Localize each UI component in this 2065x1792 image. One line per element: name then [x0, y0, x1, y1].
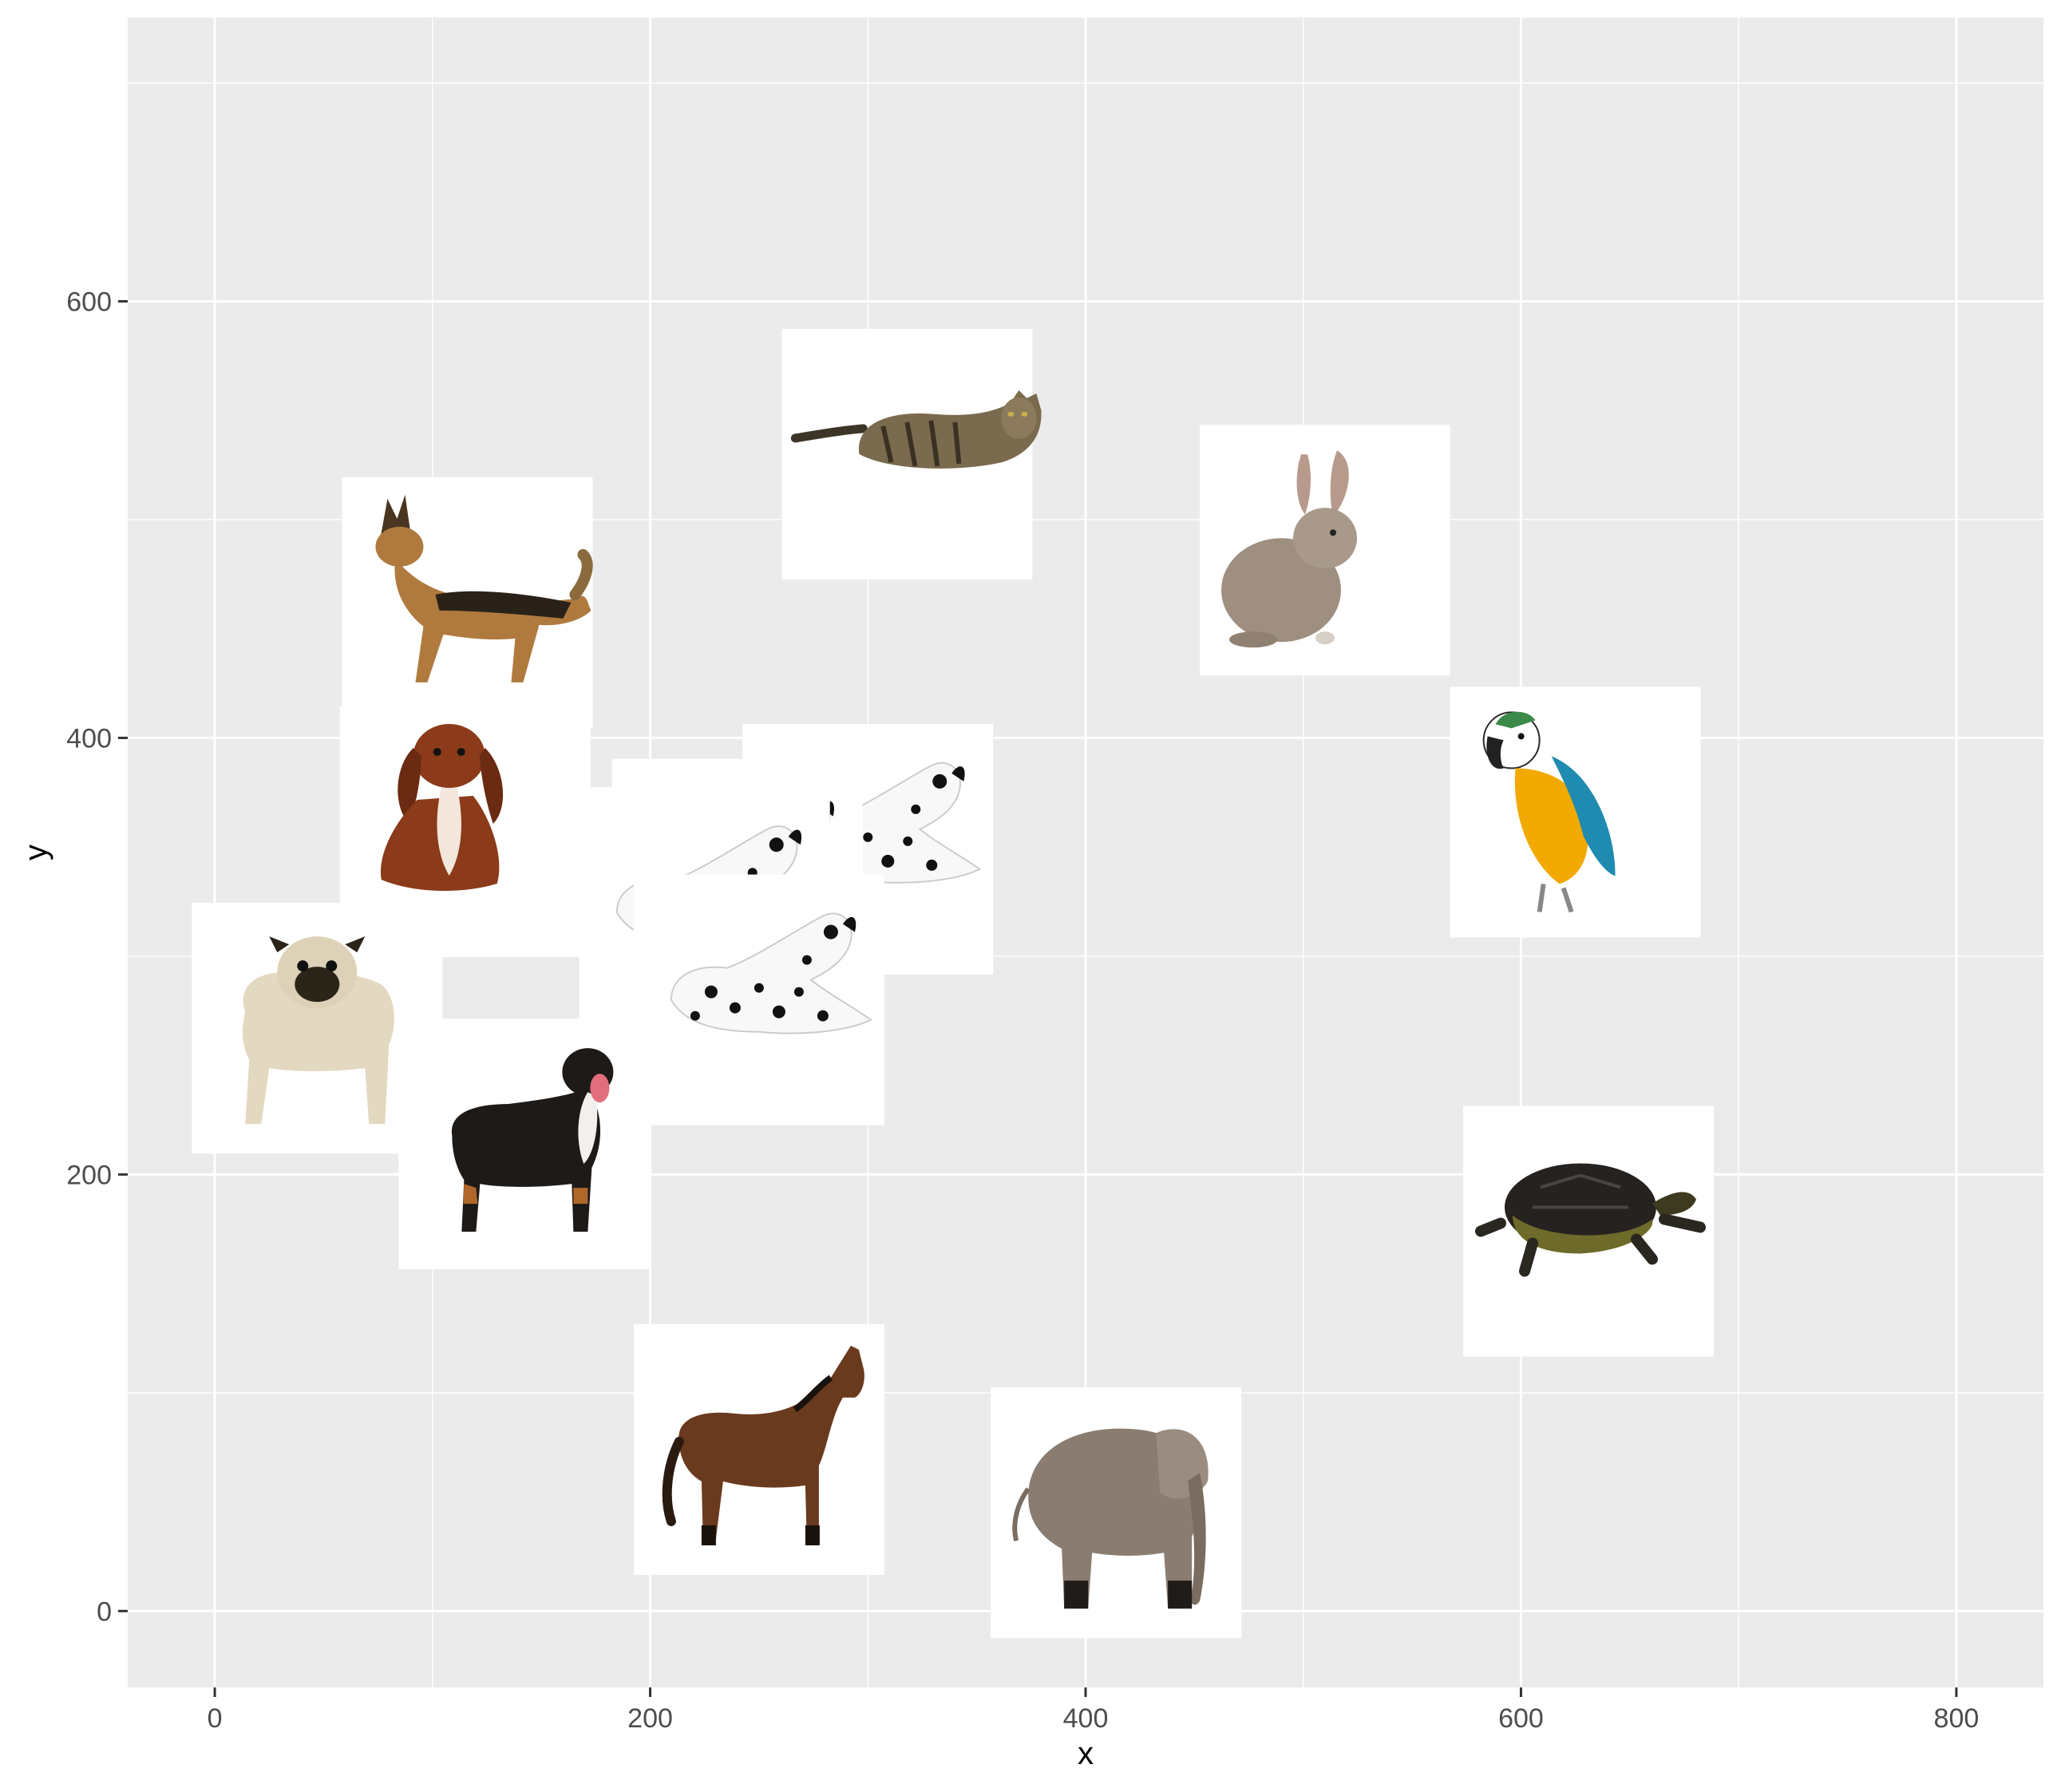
point-marker	[1463, 1106, 1714, 1357]
y-tick-label: 200	[66, 1160, 112, 1190]
x-axis-title: x	[1078, 1736, 1094, 1771]
x-axis: 0 200 400 600 800	[208, 1687, 1980, 1734]
x-tick-label: 0	[208, 1703, 223, 1734]
x-tick-label: 200	[627, 1703, 673, 1734]
point-marker	[1200, 425, 1450, 676]
x-tick-label: 800	[1934, 1703, 1980, 1734]
point-marker	[342, 477, 592, 728]
point-marker	[398, 1019, 650, 1270]
point-marker	[1450, 686, 1701, 938]
point-marker	[633, 1323, 884, 1575]
point-marker	[991, 1387, 1242, 1639]
y-axis: 0 200 400 600	[66, 287, 128, 1627]
y-tick-label: 600	[66, 287, 112, 318]
point-marker	[781, 328, 1041, 580]
y-axis-title: y	[18, 845, 53, 860]
x-tick-label: 400	[1063, 1703, 1109, 1734]
image-markers	[192, 328, 1714, 1639]
y-tick-label: 0	[97, 1596, 112, 1627]
x-tick-label: 600	[1498, 1703, 1544, 1734]
y-tick-label: 400	[66, 723, 112, 754]
point-marker	[633, 874, 884, 1125]
